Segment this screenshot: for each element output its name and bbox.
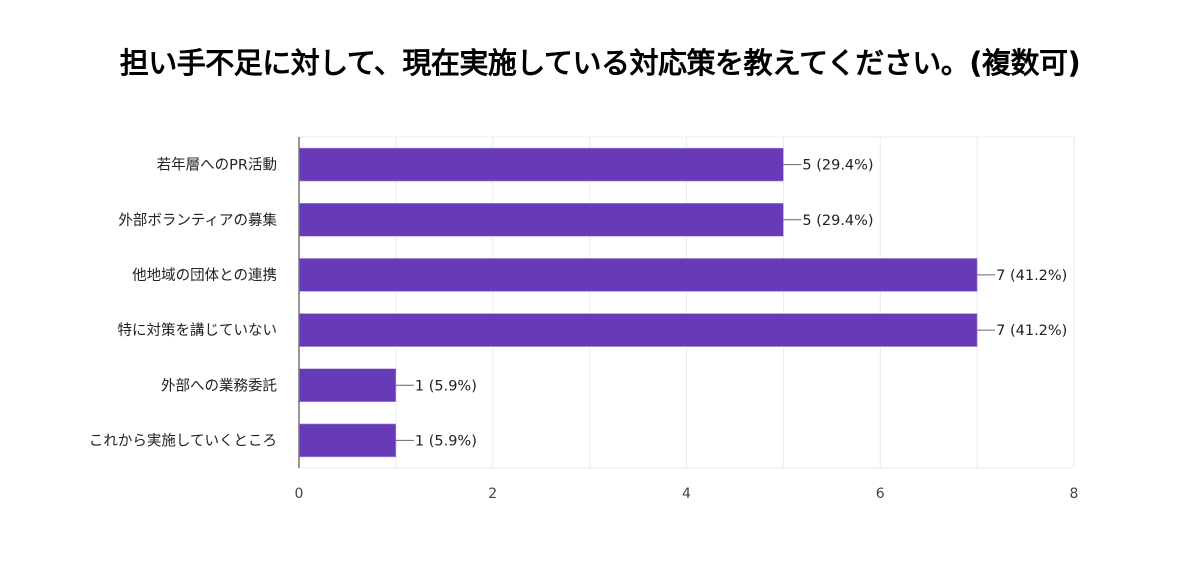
category-label: 若年層へのPR活動 xyxy=(157,157,277,174)
category-label: 外部ボランティアの募集 xyxy=(118,212,277,229)
category-label: 特に対策を講じていない xyxy=(118,322,278,339)
bar xyxy=(298,313,978,347)
category-label: 外部への業務委託 xyxy=(161,377,277,394)
x-tick-label: 4 xyxy=(682,486,691,502)
data-label: 5 (29.4%) xyxy=(802,158,873,174)
bar xyxy=(298,258,978,292)
x-tick-label: 6 xyxy=(876,486,885,502)
bar xyxy=(298,368,397,403)
category-label: これから実施していくところ xyxy=(89,432,277,449)
data-label: 1 (5.9%) xyxy=(415,433,477,449)
bar xyxy=(298,202,784,237)
data-label: 7 (41.2%) xyxy=(996,323,1067,339)
x-tick-label: 0 xyxy=(295,486,304,502)
data-label: 5 (29.4%) xyxy=(802,213,873,229)
data-label: 7 (41.2%) xyxy=(996,268,1067,284)
bar xyxy=(298,147,784,182)
category-label: 他地域の団体との連携 xyxy=(132,267,277,284)
x-tick-label: 8 xyxy=(1070,486,1079,502)
data-label: 1 (5.9%) xyxy=(415,378,477,394)
bar xyxy=(298,423,397,458)
chart-title: 担い手不足に対して、現在実施している対応策を教えてください。(複数可) xyxy=(119,46,1081,80)
x-tick-label: 2 xyxy=(488,486,497,502)
